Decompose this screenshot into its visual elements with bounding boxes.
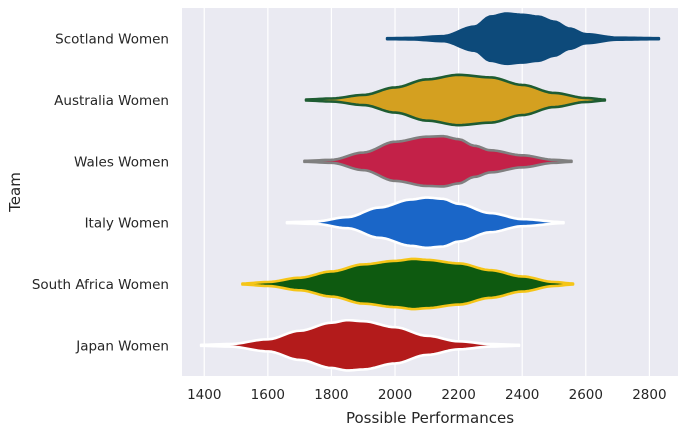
violin-wales-women xyxy=(303,134,573,188)
grid-lines xyxy=(203,8,650,376)
y-tick-label: South Africa Women xyxy=(32,277,169,293)
y-axis-ticks: Scotland Women Australia Women Wales Women… xyxy=(32,32,169,355)
y-tick-label: Japan Women xyxy=(75,338,169,354)
x-tick-label: 1600 xyxy=(251,387,285,403)
x-axis-label: Possible Performances xyxy=(346,409,514,427)
x-tick-label: 2200 xyxy=(441,387,475,403)
y-tick-label: Scotland Women xyxy=(55,32,169,48)
x-tick-label: 2800 xyxy=(632,387,666,403)
y-tick-label: Wales Women xyxy=(74,154,169,170)
x-tick-label: 2000 xyxy=(378,387,412,403)
y-tick-label: Italy Women xyxy=(85,216,169,232)
y-tick-label: Australia Women xyxy=(54,93,169,109)
violin-italy-women xyxy=(285,196,565,250)
x-tick-label: 1400 xyxy=(187,387,221,403)
violin-south-africa-women xyxy=(241,257,575,311)
violins xyxy=(199,12,661,372)
x-tick-label: 2600 xyxy=(569,387,603,403)
y-axis-label: Team xyxy=(6,172,24,213)
x-axis-ticks: 1400 1600 1800 2000 2200 2400 2600 2800 xyxy=(187,387,666,403)
x-tick-label: 2400 xyxy=(505,387,539,403)
violin-australia-women xyxy=(304,73,607,127)
plot-background xyxy=(182,8,678,376)
violin-scotland-women xyxy=(385,12,661,66)
x-tick-label: 1800 xyxy=(314,387,348,403)
violin-japan-women xyxy=(199,318,521,372)
